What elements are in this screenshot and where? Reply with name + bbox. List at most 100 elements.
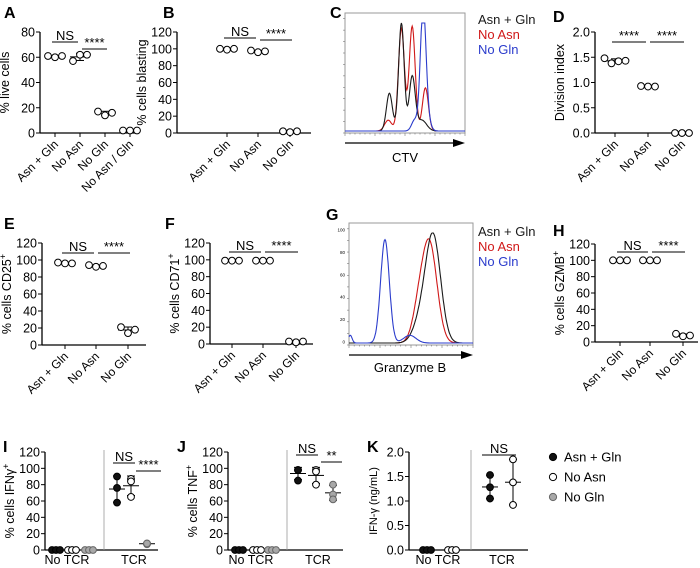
category-label: No Asn [619,346,656,383]
data-point [108,108,116,117]
y-axis-title: % cells CD25+ [0,254,14,334]
y-axis-title-text: % cells CD25 [0,259,14,334]
significance-label: **** [271,238,291,253]
y-tick-label: 120 [184,237,205,251]
category-label: Asn + Gln [579,346,626,393]
category-label: No Gln [652,137,688,173]
y-tick-label: 20 [209,527,223,541]
panel-label: I [3,439,7,456]
y-tick-label: 40 [209,511,223,525]
y-tick-label: 60 [21,51,35,65]
x-axis-title: Granzyme B [374,360,446,375]
y-axis-title: % cells CD71+ [166,253,182,333]
y-tick-label: 0.5 [573,101,590,115]
data-point [607,59,616,68]
data-point [113,484,121,492]
category-label: No Gln [653,346,689,382]
x-axis-title: CTV [392,150,418,165]
data-point [247,46,255,55]
panel-label: E [4,216,15,233]
y-axis-title: % cells TNF+ [184,465,200,537]
data-point [54,258,62,267]
data-point [223,45,231,54]
category-label: No Asn [227,137,264,174]
data-point [312,467,320,476]
y-tick-label: 80 [23,271,37,285]
data-point [678,129,686,137]
data-point [252,256,260,265]
significance-label: NS [490,441,508,456]
y-tick-label: 60 [576,287,590,301]
group-label: No TCR [416,553,461,567]
data-point [127,477,135,486]
data-point [639,256,647,265]
legend-label: No Gln [564,490,604,505]
data-point [131,325,139,334]
data-point [486,494,494,503]
panel-label: K [367,439,379,456]
significance-label: ** [326,448,336,463]
y-tick-label: 0 [216,544,223,558]
y-tick-label: 120 [202,446,223,460]
category-label: No Gln [260,137,296,173]
y-tick-label: 60 [209,495,223,509]
group-label: TCR [489,553,515,567]
y-tick-label: 20 [23,322,37,336]
significance-label: **** [619,28,639,43]
significance-label: NS [56,28,74,43]
significance-label: NS [623,238,641,253]
legend-marker [548,452,558,462]
y-axis-title-sup: + [1,464,11,469]
data-point [230,44,238,53]
data-point [286,128,294,137]
y-tick-label: 80 [21,26,35,40]
data-point [261,47,269,56]
panel-label: G [326,207,338,224]
y-tick-label: 0.0 [573,127,590,141]
data-point [272,546,280,554]
y-tick-label: 120 [19,446,40,460]
y-tick-label: 0 [30,339,37,353]
y-tick-label: 60 [26,495,40,509]
y-tick-label: 120 [569,238,590,252]
y-tick-label: 60 [158,76,172,90]
y-tick-label: 100 [337,228,345,233]
category-label: Asn + Gln [191,348,238,395]
y-tick-label: 20 [26,527,40,541]
y-tick-label: 120 [16,237,37,251]
y-axis-title-text: % cells blasting [135,39,149,125]
data-point [235,256,243,265]
data-point [126,126,134,135]
significance-label: **** [138,457,158,472]
data-point [72,546,80,554]
data-point [686,331,694,340]
y-tick-label: 80 [340,250,346,255]
data-point [294,476,302,485]
histogram-curve [349,238,473,344]
legend-entry: No Gln [478,42,518,57]
data-point [119,126,127,135]
data-point [239,546,247,554]
y-tick-label: 1.0 [387,495,404,509]
data-point [623,256,631,265]
y-tick-label: 0 [28,127,35,141]
y-axis-title-sup: + [166,253,176,258]
y-axis-title-text: Division index [553,43,567,121]
arrow-head-icon [453,139,465,147]
panel-j: J 0 20 40 60 80 100 120% cells TNF+ No TCR TCR NS *… [177,439,343,567]
y-tick-label: 100 [151,42,172,56]
y-tick-label: 100 [19,462,40,476]
y-tick-label: 20 [158,110,172,124]
data-point [671,129,679,137]
category-label: No Asn [65,349,102,386]
data-point [646,256,654,265]
y-tick-label: 80 [576,270,590,284]
y-tick-label: 0 [583,336,590,350]
data-point [486,471,494,479]
y-tick-label: 60 [23,288,37,302]
legend-entry: No Gln [478,254,518,269]
data-point [44,52,52,60]
